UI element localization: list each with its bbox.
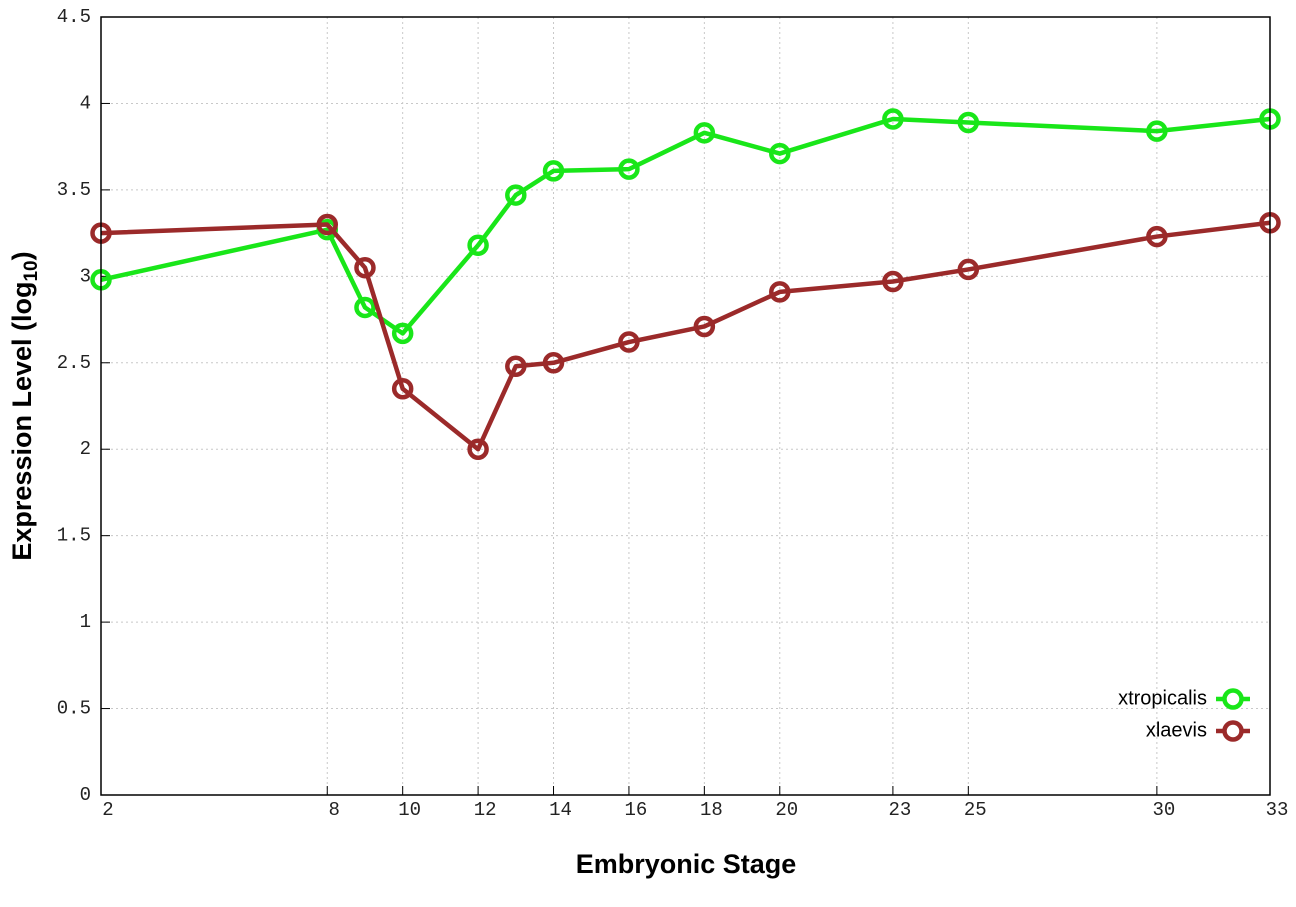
legend-swatch-marker: [1222, 720, 1244, 742]
series-layer: [90, 108, 1281, 460]
y-tick-label: 4: [80, 92, 91, 114]
series-line: [100, 220, 1271, 452]
data-point: [957, 258, 980, 281]
data-point: [618, 158, 640, 180]
x-tick-label: 25: [964, 799, 987, 821]
y-tick-label: 2: [80, 438, 91, 460]
data-point: [693, 315, 716, 338]
y-tick-label: 3: [80, 265, 91, 287]
data-point: [882, 270, 904, 293]
x-tick-label: 10: [398, 799, 421, 821]
data-point: [316, 213, 339, 236]
data-point: [1146, 225, 1168, 248]
data-point: [1146, 120, 1168, 142]
data-point: [693, 122, 716, 144]
x-tick-label: 33: [1266, 799, 1289, 821]
data-point: [505, 184, 527, 206]
y-tick-label: 0: [80, 784, 91, 806]
x-tick-label: 14: [549, 799, 572, 821]
y-tick-label: 1.5: [57, 525, 91, 547]
data-point: [391, 377, 414, 400]
data-point: [505, 355, 527, 377]
data-point: [467, 234, 489, 256]
data-point: [882, 108, 904, 130]
legend: xtropicalis xlaevis: [1118, 687, 1250, 742]
legend-label: xlaevis: [1146, 719, 1207, 741]
y-axis-label-sub: 10: [21, 260, 42, 281]
x-tick-label: 30: [1152, 799, 1175, 821]
y-tick-label: 3.5: [57, 179, 91, 201]
y-tick-label: 0.5: [57, 698, 91, 720]
data-point: [769, 281, 791, 303]
x-axis-label: Embryonic Stage: [576, 849, 797, 879]
data-point: [354, 296, 376, 319]
y-tick-label: 4.5: [57, 6, 91, 28]
y-axis-label-end: ): [7, 251, 37, 260]
x-tick-label: 12: [474, 799, 497, 821]
data-point: [618, 331, 640, 353]
y-tick-label: 1: [80, 611, 91, 633]
x-tick-label: 23: [888, 799, 911, 821]
data-point: [957, 111, 980, 134]
legend-swatch-marker: [1222, 688, 1244, 710]
plot-frame: [100, 16, 1271, 796]
x-tick-label: 18: [700, 799, 723, 821]
x-tick-label: 8: [329, 799, 340, 821]
data-point: [542, 352, 565, 374]
legend-label: xtropicalis: [1118, 687, 1207, 709]
y-tick-label: 2.5: [57, 352, 91, 374]
x-tick-label: 16: [625, 799, 648, 821]
data-point: [391, 322, 414, 345]
y-axis-label: Expression Level (log10): [7, 251, 42, 560]
data-point: [542, 160, 565, 182]
data-point: [354, 256, 376, 279]
x-tick-label: 20: [775, 799, 798, 821]
y-axis-label-main: Expression Level (log: [7, 282, 37, 561]
x-tick-label: 2: [102, 799, 113, 821]
data-point: [769, 142, 791, 165]
grid: 0 0.5 1 1.5 2 2.5 3 3.5 4 4.5 2 8 10 12 14 16 18 20 23 25 30…: [57, 6, 1289, 821]
data-point: [467, 438, 489, 460]
